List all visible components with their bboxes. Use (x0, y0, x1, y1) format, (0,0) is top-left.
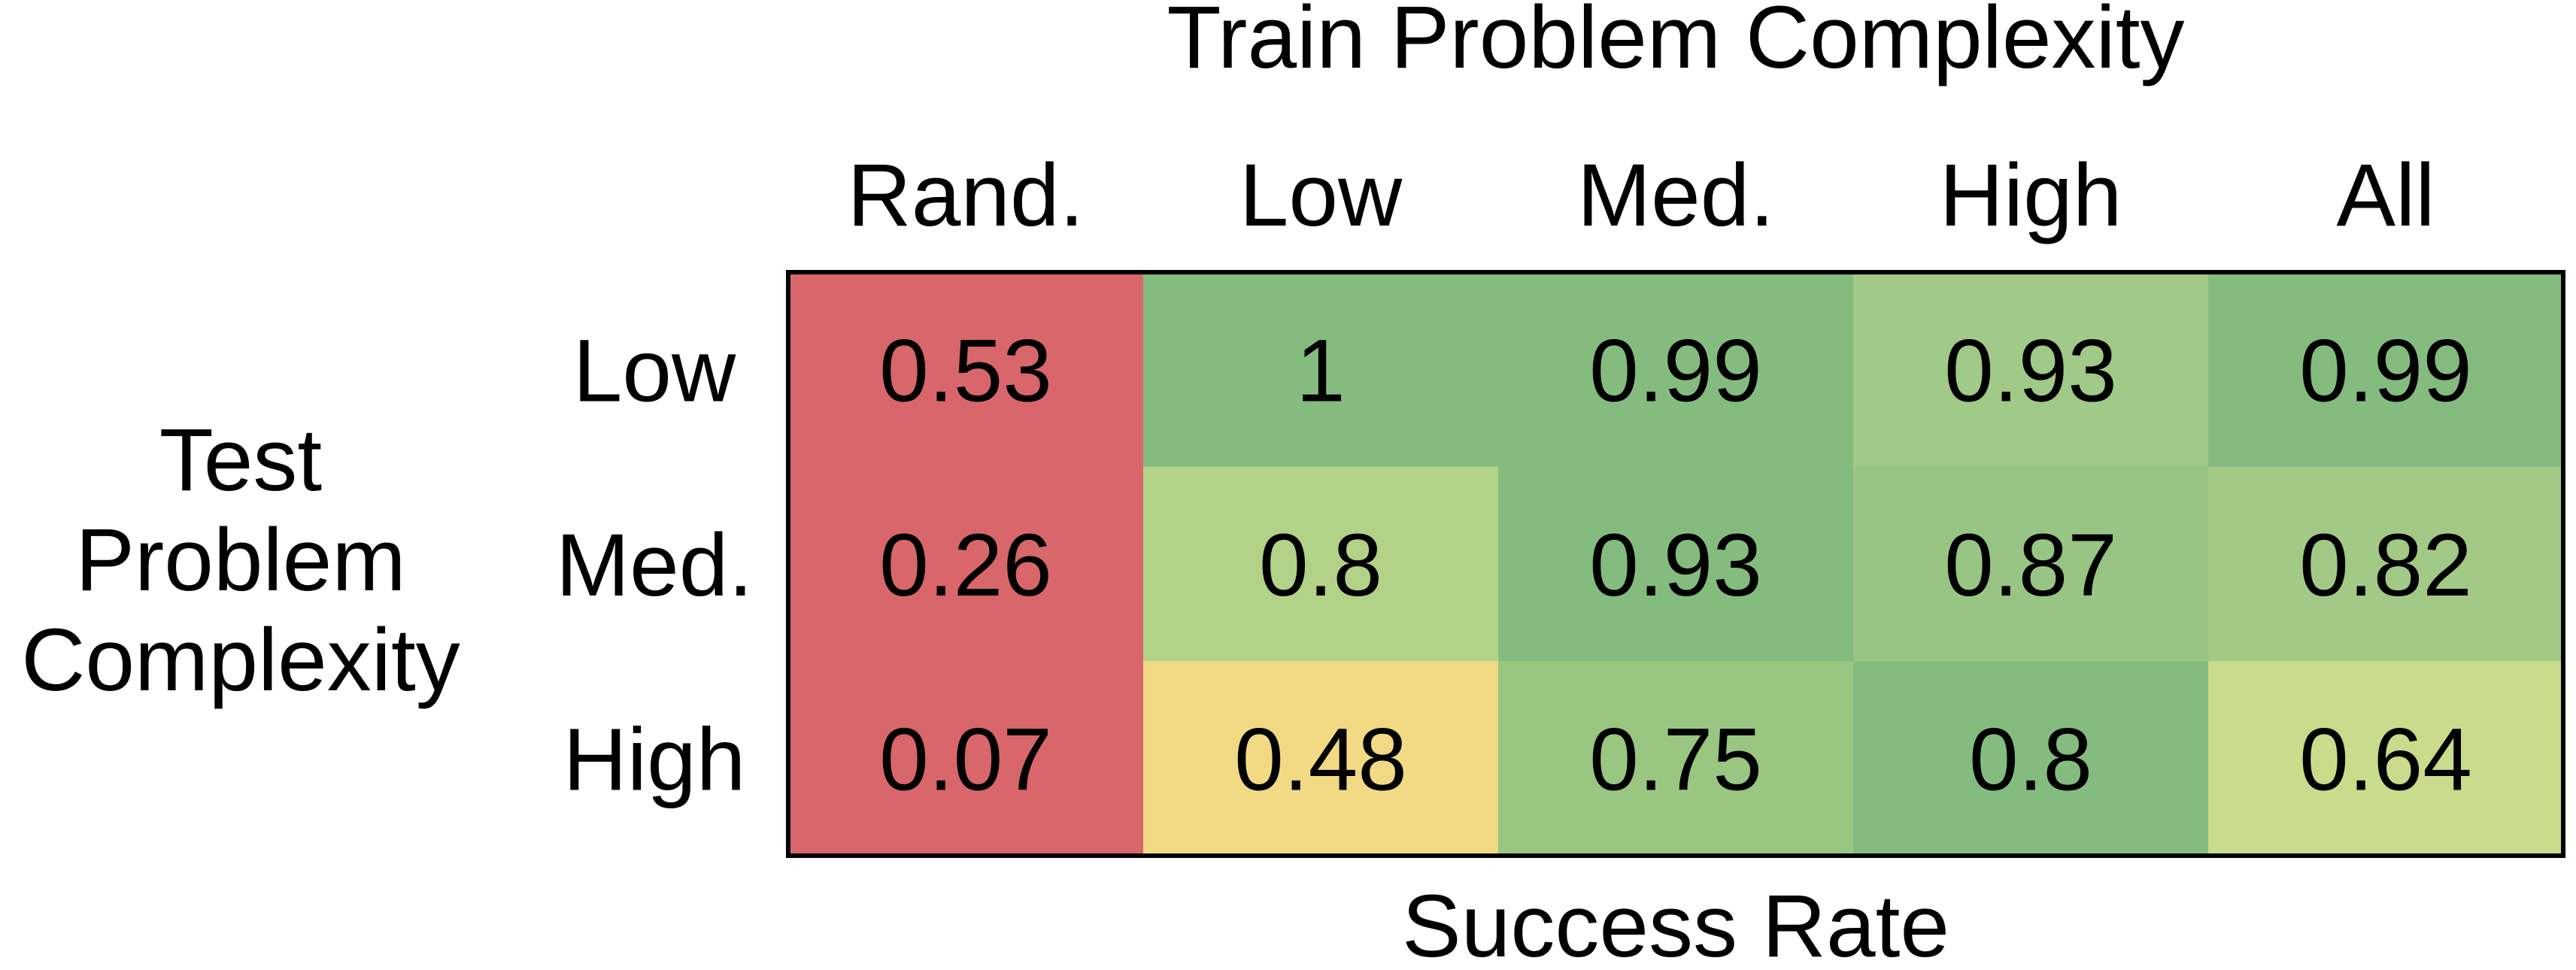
column-label-rand: Rand. (848, 146, 1085, 245)
heatmap-cell-value: 0.8 (1969, 711, 2092, 810)
heatmap-cell (1143, 272, 1499, 468)
y-axis-label-line-2: Problem (75, 511, 405, 610)
column-label-high: High (1940, 146, 2122, 245)
heatmap-cell-value: 0.75 (1589, 711, 1762, 810)
heatmap-cell (788, 661, 1144, 856)
heatmap-cell (1498, 466, 1854, 662)
heatmap-cell-value: 0.93 (1944, 321, 2117, 420)
heatmap-cell (1853, 466, 2209, 662)
heatmap-cell-value: 1 (1296, 321, 1346, 420)
row-label-med: Med. (556, 516, 753, 615)
heatmap-cell (788, 272, 1144, 468)
column-label-low: Low (1239, 146, 1403, 245)
heatmap-cell-value: 0.64 (2299, 711, 2472, 810)
heatmap-cell-value: 0.82 (2299, 516, 2472, 615)
heatmap-cells: 0.53 1 0.99 0.93 0.99 0.26 0.8 0.93 0.87 0.82 0.07… (788, 272, 2564, 856)
heatmap-cell (1853, 661, 2209, 856)
heatmap-labels: Train Problem Complexity Success Rate Te… (21, 0, 2435, 970)
heatmap-cell (2208, 661, 2564, 856)
row-label-high: High (563, 711, 746, 810)
heatmap-cell-value: 0.99 (1589, 321, 1762, 420)
heatmap-cell-value: 0.93 (1589, 516, 1762, 615)
heatmap-cell (1853, 272, 2209, 468)
heatmap-cell (788, 466, 1144, 662)
heatmap-cell-value: 0.87 (1944, 516, 2117, 615)
heatmap-cell (2208, 272, 2564, 468)
heatmap-frame (786, 270, 2565, 858)
heatmap-cell (2208, 466, 2564, 662)
heatmap-cell (1143, 661, 1499, 856)
chart-title: Train Problem Complexity (1167, 0, 2184, 87)
heatmap-cell-value: 0.99 (2299, 321, 2472, 420)
heatmap-cell-value: 0.07 (879, 711, 1052, 810)
heatmap-cell-value: 0.53 (879, 321, 1052, 420)
x-axis-label: Success Rate (1402, 877, 1949, 970)
heatmap-cell (1498, 661, 1854, 856)
heatmap-cell-value: 0.48 (1234, 711, 1407, 810)
column-label-all: All (2336, 146, 2435, 245)
heatmap-cell-value: 0.26 (879, 516, 1052, 615)
heatmap-cell-value: 0.8 (1259, 516, 1382, 615)
heatmap-cell (1143, 466, 1499, 662)
y-axis-label-line-1: Test (159, 411, 322, 510)
row-label-low: Low (573, 321, 736, 420)
column-label-med: Med. (1577, 146, 1774, 245)
heatmap-cell (1498, 272, 1854, 468)
y-axis-label-line-3: Complexity (21, 611, 460, 710)
